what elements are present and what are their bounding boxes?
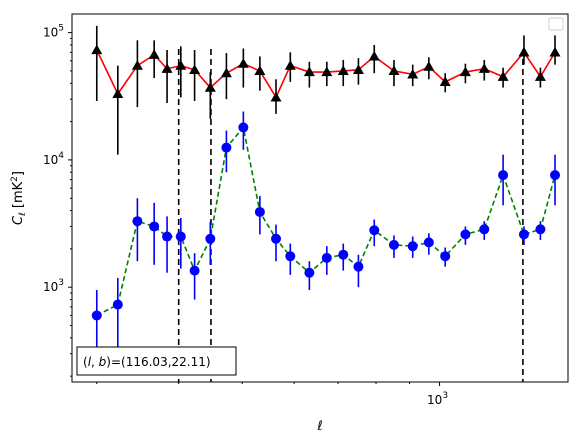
y-axis-label-symbol: C bbox=[11, 215, 26, 225]
y-tick-label-base: 10 bbox=[43, 153, 58, 167]
series-2-point bbox=[353, 261, 364, 272]
annotation-text-l: l bbox=[88, 355, 92, 369]
y-axis-label: Cℓ [mK2] bbox=[10, 171, 28, 225]
series-1-point bbox=[352, 64, 364, 74]
series-2-point bbox=[479, 224, 490, 235]
y-tick-label-exponent: 5 bbox=[58, 24, 64, 34]
series-1-point bbox=[549, 46, 561, 57]
series-1-point bbox=[161, 63, 173, 73]
annotation-text: (l, b)=(116.03,22.11) bbox=[83, 355, 211, 369]
series-1-point bbox=[204, 82, 216, 92]
series-2-point bbox=[254, 206, 265, 217]
series-1-point bbox=[478, 63, 490, 73]
series-2-point bbox=[498, 170, 509, 181]
series-1-point bbox=[189, 64, 201, 74]
series-2-point bbox=[205, 233, 216, 244]
series-2-point bbox=[304, 267, 315, 278]
series-2-point bbox=[175, 231, 186, 242]
series-2-point bbox=[221, 142, 232, 153]
series-1-point bbox=[148, 49, 160, 59]
x-tick-label-base: 10 bbox=[427, 393, 442, 407]
series-2-point bbox=[407, 241, 418, 252]
series-1-point bbox=[423, 61, 435, 71]
y-tick-label-base: 10 bbox=[43, 26, 58, 40]
series-1-point bbox=[368, 50, 380, 61]
series-2-point bbox=[238, 122, 249, 133]
y-axis-label-subscript: ℓ bbox=[18, 212, 28, 217]
series-1-line bbox=[96, 49, 556, 100]
series-1-point bbox=[237, 58, 249, 68]
x-axis-label: ℓ bbox=[316, 419, 322, 434]
x-tick-label: 103 bbox=[427, 391, 448, 407]
series-1-point bbox=[131, 60, 143, 70]
y-tick-label-base: 10 bbox=[43, 280, 58, 294]
series-2-point bbox=[132, 216, 143, 227]
y-tick-label-exponent: 3 bbox=[58, 278, 64, 288]
series-2-point bbox=[423, 237, 434, 248]
series-2-point bbox=[388, 239, 399, 250]
series-2-point bbox=[338, 249, 349, 260]
series-2-point bbox=[112, 299, 123, 310]
series-2-point bbox=[271, 233, 282, 244]
series-2-point bbox=[162, 231, 173, 242]
series-2-point bbox=[440, 251, 451, 262]
series-1-point bbox=[459, 66, 471, 77]
series-2-point bbox=[91, 310, 102, 321]
series-1-point bbox=[321, 66, 333, 77]
series-1-point bbox=[91, 44, 103, 55]
annotation-frame bbox=[76, 346, 237, 376]
series-1-point bbox=[439, 76, 451, 87]
series-2-point bbox=[460, 229, 471, 240]
series-1-point bbox=[112, 88, 124, 99]
series-1-point bbox=[270, 91, 282, 102]
series-2-point bbox=[369, 225, 380, 236]
series-1-point bbox=[518, 46, 530, 57]
series-2-point bbox=[535, 224, 546, 235]
y-tick-label: 104 bbox=[43, 151, 64, 167]
series-1-point bbox=[497, 71, 509, 81]
series-2-line bbox=[96, 125, 556, 317]
series-1-point bbox=[220, 67, 232, 78]
series-1-point bbox=[337, 65, 349, 76]
series-2-point bbox=[321, 252, 332, 263]
series-1-point bbox=[534, 71, 546, 81]
series-1-point bbox=[254, 65, 266, 76]
x-tick-label-exponent: 3 bbox=[442, 391, 448, 401]
y-tick-label-exponent: 4 bbox=[58, 151, 64, 161]
series-1-point bbox=[388, 65, 400, 76]
y-tick-label: 105 bbox=[43, 24, 64, 40]
series-1-point bbox=[303, 66, 315, 77]
series-2-point bbox=[189, 265, 200, 276]
y-axis-label-unit: [mK bbox=[11, 181, 26, 212]
series-1-point bbox=[407, 68, 419, 79]
series-2-point bbox=[518, 229, 529, 240]
annotation-box: (l, b)=(116.03,22.11) bbox=[76, 346, 237, 376]
y-axis-label-unit-close: ] bbox=[11, 171, 26, 176]
y-tick-label: 103 bbox=[43, 278, 64, 294]
annotation-text-b: b bbox=[99, 355, 107, 369]
y-axis-label-unit-exp: 2 bbox=[10, 176, 20, 182]
series-2-point bbox=[550, 170, 561, 181]
series-1-point bbox=[284, 60, 296, 70]
series-2-point bbox=[149, 221, 160, 232]
series-2-point bbox=[285, 251, 296, 262]
series-1-point bbox=[175, 60, 187, 70]
legend-box bbox=[548, 17, 564, 31]
